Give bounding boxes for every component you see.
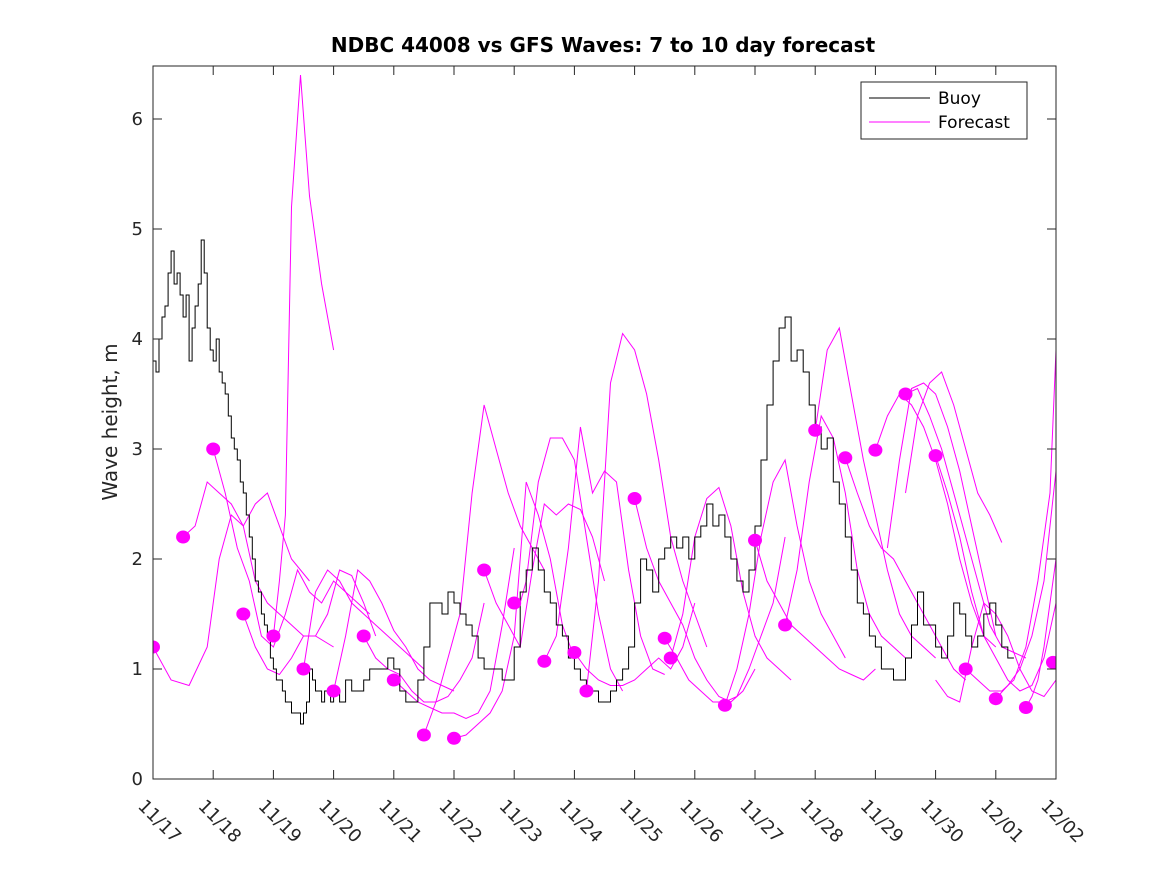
x-tick-label: 11/30 bbox=[916, 796, 968, 848]
forecast-start-dot bbox=[296, 662, 311, 676]
forecast-line bbox=[905, 371, 1003, 543]
x-tick-label: 11/19 bbox=[254, 796, 306, 848]
plot-frame bbox=[152, 65, 1057, 780]
forecast-start-dot bbox=[958, 662, 973, 676]
forecast-line bbox=[514, 437, 624, 692]
forecast-line bbox=[905, 387, 1027, 659]
x-tick-label: 11/27 bbox=[735, 796, 787, 848]
forecast-start-dot bbox=[236, 607, 251, 621]
x-tick-label: 11/26 bbox=[675, 796, 727, 848]
x-tick-label: 11/18 bbox=[194, 796, 246, 848]
forecast-start-dot bbox=[1045, 655, 1056, 669]
forecast-start-dot bbox=[266, 629, 281, 643]
forecast-line bbox=[585, 332, 708, 692]
forecast-start-dot bbox=[537, 654, 552, 668]
forecast-line bbox=[670, 486, 792, 681]
forecast-start-dot bbox=[627, 492, 642, 505]
forecast-start-dot bbox=[898, 387, 913, 401]
forecast-line bbox=[814, 326, 936, 659]
y-axis: 0 1 2 3 4 5 6 bbox=[132, 109, 1056, 790]
y-tick-label: 6 bbox=[132, 109, 143, 130]
y-tick-label: 0 bbox=[132, 769, 143, 790]
forecast-start-dot bbox=[386, 673, 401, 687]
y-tick-label: 5 bbox=[132, 219, 143, 240]
forecast-start-dot bbox=[176, 530, 191, 544]
forecast-line bbox=[935, 455, 1056, 692]
forecast-line bbox=[483, 503, 605, 649]
forecast-line bbox=[242, 569, 377, 676]
forecast-start-markers bbox=[153, 387, 1056, 745]
plot-area bbox=[153, 66, 1056, 779]
forecast-line bbox=[724, 458, 846, 706]
forecast-start-dot bbox=[206, 442, 221, 456]
forecast-start-dot bbox=[567, 646, 582, 659]
x-tick-label: 11/28 bbox=[796, 796, 848, 848]
legend-forecast-label: Forecast bbox=[938, 113, 1010, 133]
y-tick-label: 1 bbox=[132, 659, 143, 680]
x-tick-label: 11/21 bbox=[374, 796, 426, 848]
x-tick-label: 12/02 bbox=[1036, 796, 1088, 848]
y-tick-label: 4 bbox=[132, 329, 143, 350]
y-tick-label: 2 bbox=[132, 549, 143, 570]
legend-box bbox=[860, 81, 1028, 140]
forecast-line bbox=[995, 470, 1056, 700]
forecast-start-dot bbox=[153, 640, 160, 654]
forecast-start-dot bbox=[928, 449, 943, 463]
forecast-line bbox=[303, 569, 425, 670]
forecast-start-dot bbox=[356, 629, 371, 643]
forecast-start-dot bbox=[808, 423, 823, 437]
x-tick-label: 11/17 bbox=[133, 796, 185, 848]
x-tick-label: 11/22 bbox=[434, 796, 486, 848]
forecast-line bbox=[634, 498, 756, 703]
forecast-line bbox=[1025, 558, 1056, 708]
forecast-line bbox=[423, 404, 545, 736]
forecast-start-dot bbox=[447, 731, 461, 745]
forecast-start-dot bbox=[507, 596, 522, 610]
chart-title: NDBC 44008 vs GFS Waves: 7 to 10 day for… bbox=[331, 33, 876, 57]
forecast-line bbox=[754, 540, 876, 681]
forecast-line bbox=[844, 457, 967, 681]
y-axis-label: Wave height, m bbox=[98, 343, 122, 500]
x-tick-label: 11/29 bbox=[856, 796, 908, 848]
forecast-start-dot bbox=[663, 651, 678, 665]
forecast-start-dot bbox=[838, 451, 853, 465]
x-tick-label: 11/24 bbox=[555, 796, 607, 848]
forecast-start-dot bbox=[326, 684, 341, 698]
forecast-line bbox=[886, 382, 997, 637]
forecast-line bbox=[333, 569, 455, 692]
forecast-line bbox=[153, 492, 310, 687]
forecast-line bbox=[543, 426, 665, 675]
legend-buoy-label: Buoy bbox=[938, 89, 981, 109]
forecast-start-dot bbox=[657, 631, 672, 645]
forecast-line bbox=[965, 349, 1056, 692]
x-tick-label: 11/25 bbox=[615, 796, 667, 848]
forecast-line bbox=[784, 414, 906, 659]
legend: Buoy Forecast bbox=[860, 81, 1028, 140]
forecast-start-dot bbox=[778, 618, 793, 632]
forecast-start-dot bbox=[717, 698, 732, 712]
buoy-series bbox=[153, 239, 1014, 725]
forecast-start-dot bbox=[477, 563, 492, 577]
forecast-start-dot bbox=[988, 692, 1003, 706]
forecast-line bbox=[272, 74, 335, 637]
forecast-start-dot bbox=[1018, 701, 1033, 714]
forecast-start-dot bbox=[416, 728, 431, 742]
forecast-start-dot bbox=[748, 533, 762, 547]
buoy-line bbox=[153, 239, 1014, 725]
x-tick-label: 11/23 bbox=[495, 796, 547, 848]
y-tick-label: 3 bbox=[132, 439, 143, 460]
forecast-line bbox=[363, 602, 485, 703]
forecast-start-dot bbox=[868, 443, 883, 457]
x-tick-label: 12/01 bbox=[976, 796, 1028, 848]
forecast-start-dot bbox=[579, 684, 594, 698]
x-tick-label: 11/20 bbox=[314, 796, 366, 848]
forecast-line bbox=[212, 448, 371, 648]
